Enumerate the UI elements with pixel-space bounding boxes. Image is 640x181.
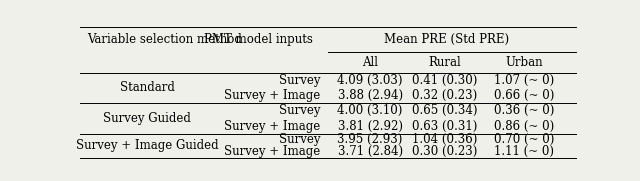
Text: Survey + Image: Survey + Image bbox=[224, 120, 321, 133]
Text: 3.88 (2.94): 3.88 (2.94) bbox=[337, 89, 403, 102]
Text: Survey + Image Guided: Survey + Image Guided bbox=[76, 139, 218, 152]
Text: Survey: Survey bbox=[279, 74, 321, 87]
Text: 3.71 (2.84): 3.71 (2.84) bbox=[337, 145, 403, 158]
Text: 0.86 (~ 0): 0.86 (~ 0) bbox=[494, 120, 554, 133]
Text: Mean PRE (Std PRE): Mean PRE (Std PRE) bbox=[385, 33, 509, 46]
Text: 3.95 (2.93): 3.95 (2.93) bbox=[337, 133, 403, 146]
Text: All: All bbox=[362, 56, 378, 69]
Text: 0.36 (~ 0): 0.36 (~ 0) bbox=[493, 104, 554, 117]
Text: Survey Guided: Survey Guided bbox=[103, 112, 191, 125]
Text: 0.32 (0.23): 0.32 (0.23) bbox=[412, 89, 477, 102]
Text: 1.07 (~ 0): 1.07 (~ 0) bbox=[494, 74, 554, 87]
Text: Variable selection method: Variable selection method bbox=[88, 33, 243, 46]
Text: PMT model inputs: PMT model inputs bbox=[204, 33, 313, 46]
Text: Urban: Urban bbox=[505, 56, 543, 69]
Text: 0.65 (0.34): 0.65 (0.34) bbox=[412, 104, 477, 117]
Text: 3.81 (2.92): 3.81 (2.92) bbox=[338, 120, 403, 133]
Text: 0.41 (0.30): 0.41 (0.30) bbox=[412, 74, 477, 87]
Text: Rural: Rural bbox=[428, 56, 461, 69]
Text: 1.11 (~ 0): 1.11 (~ 0) bbox=[494, 145, 554, 158]
Text: Survey: Survey bbox=[279, 133, 321, 146]
Text: 1.04 (0.36): 1.04 (0.36) bbox=[412, 133, 477, 146]
Text: 4.00 (3.10): 4.00 (3.10) bbox=[337, 104, 403, 117]
Text: 0.63 (0.31): 0.63 (0.31) bbox=[412, 120, 477, 133]
Text: Standard: Standard bbox=[120, 81, 174, 94]
Text: 0.70 (~ 0): 0.70 (~ 0) bbox=[493, 133, 554, 146]
Text: Survey + Image: Survey + Image bbox=[224, 89, 321, 102]
Text: 0.30 (0.23): 0.30 (0.23) bbox=[412, 145, 477, 158]
Text: Survey + Image: Survey + Image bbox=[224, 145, 321, 158]
Text: 0.66 (~ 0): 0.66 (~ 0) bbox=[493, 89, 554, 102]
Text: 4.09 (3.03): 4.09 (3.03) bbox=[337, 74, 403, 87]
Text: Survey: Survey bbox=[279, 104, 321, 117]
